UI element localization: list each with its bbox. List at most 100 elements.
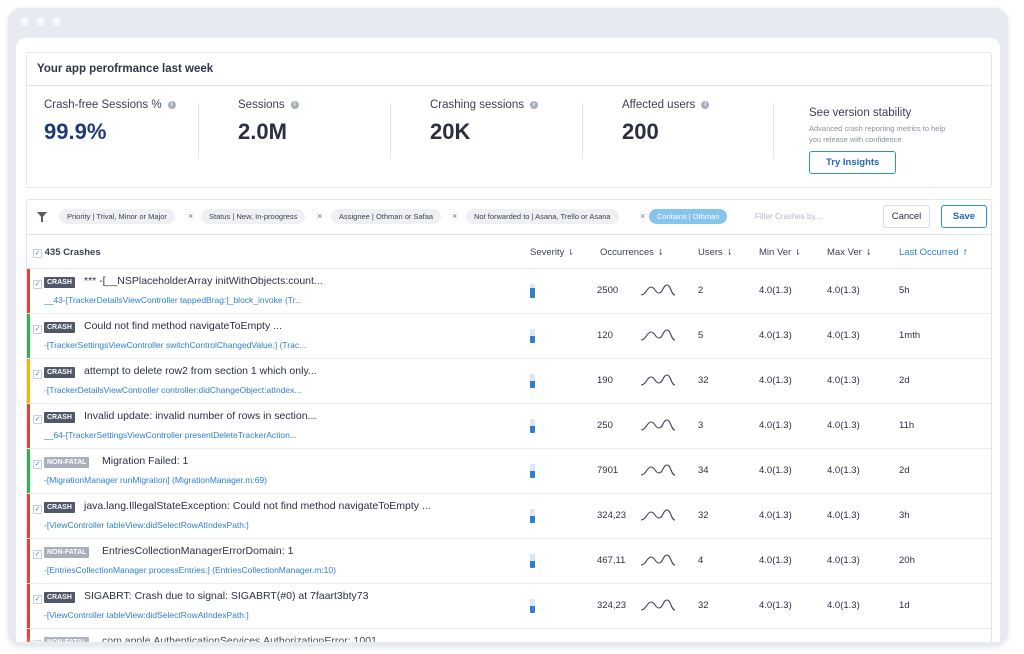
stack-frame-link[interactable]: -[EntriesCollectionManager processEntrie… xyxy=(44,565,336,575)
severity-fill xyxy=(530,381,535,388)
column-max-ver[interactable]: Max Ver ⇂ xyxy=(827,247,872,258)
crash-rows: ✓ CRASH *** -[__NSPlaceholderArray initWit… xyxy=(27,269,991,642)
column-occurrences[interactable]: Occurrences ⇂ xyxy=(600,247,664,258)
sort-desc-icon[interactable]: ⇂ xyxy=(567,248,575,257)
filter-chip[interactable]: Contains | Othman xyxy=(649,209,728,224)
sort-desc-icon[interactable]: ⇂ xyxy=(794,248,801,257)
row-checkbox[interactable]: ✓ xyxy=(33,370,42,379)
occurrences-value: 120 xyxy=(597,330,613,341)
info-icon[interactable]: i xyxy=(290,101,299,109)
max-version-value: 4.0(1.3) xyxy=(827,465,860,476)
metric-affected-users: Affected users i 200 xyxy=(622,99,802,145)
row-checkbox[interactable]: ✓ xyxy=(33,460,42,469)
severity-fill xyxy=(530,426,535,433)
row-checkbox[interactable]: ✓ xyxy=(33,550,42,559)
sort-desc-icon[interactable]: ⇂ xyxy=(864,248,872,257)
severity-fill xyxy=(530,516,535,523)
stack-frame-link[interactable]: -[TrackerSettingsViewController switchCo… xyxy=(44,340,307,350)
stack-frame-link[interactable]: -[ViewController tableView:didSelectRowA… xyxy=(44,520,249,530)
sort-asc-icon[interactable]: ↾ xyxy=(961,248,969,257)
column-users[interactable]: Users ⇂ xyxy=(698,247,733,258)
metric-value: 20K xyxy=(430,119,471,144)
occurrences-value: 190 xyxy=(597,375,613,386)
users-value: 4 xyxy=(698,555,704,566)
remove-filter-icon[interactable]: × xyxy=(317,211,323,221)
row-checkbox[interactable]: ✓ xyxy=(33,595,42,604)
table-row[interactable]: ✓ NON-FATAL Migration Failed: 1 -[Migration… xyxy=(27,449,991,494)
info-icon[interactable]: i xyxy=(529,101,538,109)
row-checkbox[interactable]: ✓ xyxy=(33,505,42,514)
try-insights-button[interactable]: Try Insights xyxy=(809,151,897,174)
severity-indicator xyxy=(530,509,535,523)
severity-indicator xyxy=(530,464,535,478)
cancel-button[interactable]: Cancel xyxy=(883,205,930,228)
severity-fill xyxy=(530,606,535,613)
type-badge: CRASH xyxy=(44,502,75,513)
column-min-ver[interactable]: Min Ver ⇂ xyxy=(759,247,801,258)
stack-frame-link[interactable]: -[ViewController tableView:didSelectRowA… xyxy=(44,610,249,620)
filter-chip[interactable]: Status | New, In-proogress xyxy=(201,209,306,224)
type-badge: CRASH xyxy=(44,277,75,288)
error-title[interactable]: SIGABRT: Crash due to signal: SIGABRT(#0… xyxy=(84,590,369,602)
performance-title: Your app perofrmance last week xyxy=(27,53,991,86)
error-title[interactable]: EntriesCollectionManagerErrorDomain: 1 xyxy=(102,545,294,557)
stack-frame-link[interactable]: -[TrackerDetailsViewController controlle… xyxy=(44,385,302,395)
remove-filter-icon[interactable]: × xyxy=(452,211,458,221)
table-row[interactable]: ✓ CRASH SIGABRT: Crash due to signal: SIGA… xyxy=(27,584,991,629)
error-title[interactable]: Invalid update: invalid number of rows i… xyxy=(84,410,317,422)
window-dot-maximize[interactable] xyxy=(52,17,61,26)
sparkline-chart xyxy=(640,509,676,521)
error-title[interactable]: Migration Failed: 1 xyxy=(102,455,189,467)
min-version-value: 4.0(1.3) xyxy=(759,555,792,566)
filter-chip[interactable]: Not forwarded to | Asana, Trello or Asan… xyxy=(466,209,619,224)
min-version-value: 4.0(1.3) xyxy=(759,510,792,521)
save-button[interactable]: Save xyxy=(941,205,987,228)
metric-crashing-sessions: Crashing sessions i 20K xyxy=(430,99,610,145)
max-version-value: 4.0(1.3) xyxy=(827,330,860,341)
column-severity[interactable]: Severity ⇂ xyxy=(530,247,574,258)
table-row[interactable]: ✓ CRASH Invalid update: invalid number of … xyxy=(27,404,991,449)
sort-desc-icon[interactable]: ⇂ xyxy=(656,248,664,257)
max-version-value: 4.0(1.3) xyxy=(827,555,860,566)
error-title[interactable]: attempt to delete row2 from section 1 wh… xyxy=(84,365,317,377)
remove-filter-icon[interactable]: × xyxy=(739,211,745,221)
column-last-occurred[interactable]: Last Occurred ↾ xyxy=(899,247,968,258)
table-row[interactable]: ✓ CRASH Could not find method navigateToEm… xyxy=(27,314,991,359)
sparkline-chart xyxy=(640,374,676,386)
table-row[interactable]: ✓ NON-FATAL EntriesCollectionManagerErrorD… xyxy=(27,539,991,584)
filter-chip[interactable]: Priority | Trival, Minor or Major xyxy=(59,209,175,224)
sort-desc-icon[interactable]: ⇂ xyxy=(725,248,733,257)
remove-filter-icon[interactable]: × xyxy=(188,211,194,221)
select-all[interactable]: ✓ 435 Crashes xyxy=(33,247,101,258)
users-value: 3 xyxy=(698,420,704,431)
table-row[interactable]: ✓ CRASH *** -[__NSPlaceholderArray initWit… xyxy=(27,269,991,314)
stack-frame-link[interactable]: __43-[TrackerDetailsViewController tappe… xyxy=(44,295,303,305)
row-checkbox[interactable]: ✓ xyxy=(33,325,42,334)
window-dot-close[interactable] xyxy=(20,17,29,26)
table-header: ✓ 435 Crashes Severity ⇂ Occurrences ⇂ Use… xyxy=(27,235,991,269)
error-title[interactable]: java.lang.IllegalStateException: Could n… xyxy=(84,500,431,512)
error-title[interactable]: Could not find method navigateToEmpty ..… xyxy=(84,320,282,332)
column-label: Severity xyxy=(530,247,565,258)
stack-frame-link[interactable]: __64-[TrackerSettingsViewController pres… xyxy=(44,430,297,440)
filter-search-input[interactable]: Filter Crashes by... xyxy=(755,212,822,221)
stack-frame-link[interactable]: -[MigrationManager runMigration] (Migrat… xyxy=(44,475,267,485)
table-row[interactable]: ✓ CRASH java.lang.IllegalStateException: C… xyxy=(27,494,991,539)
row-checkbox[interactable]: ✓ xyxy=(33,415,42,424)
status-color-bar xyxy=(27,584,30,628)
filter-chip[interactable]: Assignee | Othman or Safaa xyxy=(331,209,442,224)
min-version-value: 4.0(1.3) xyxy=(759,600,792,611)
severity-indicator xyxy=(530,419,535,433)
info-icon[interactable]: i xyxy=(167,101,176,109)
metric-crash-free: Crash-free Sessions % i 99.9% xyxy=(44,99,224,145)
sparkline-path xyxy=(640,509,676,521)
table-row[interactable]: ✓ CRASH attempt to delete row2 from sectio… xyxy=(27,359,991,404)
window-dot-minimize[interactable] xyxy=(36,17,45,26)
remove-filter-icon[interactable]: × xyxy=(640,211,646,221)
info-icon[interactable]: i xyxy=(701,101,710,109)
filter-icon[interactable] xyxy=(37,212,47,222)
metric-value: 2.0M xyxy=(238,119,287,144)
row-checkbox[interactable]: ✓ xyxy=(33,280,42,289)
select-all-checkbox[interactable]: ✓ xyxy=(33,249,42,258)
error-title[interactable]: *** -[__NSPlaceholderArray initWithObjec… xyxy=(84,275,323,287)
